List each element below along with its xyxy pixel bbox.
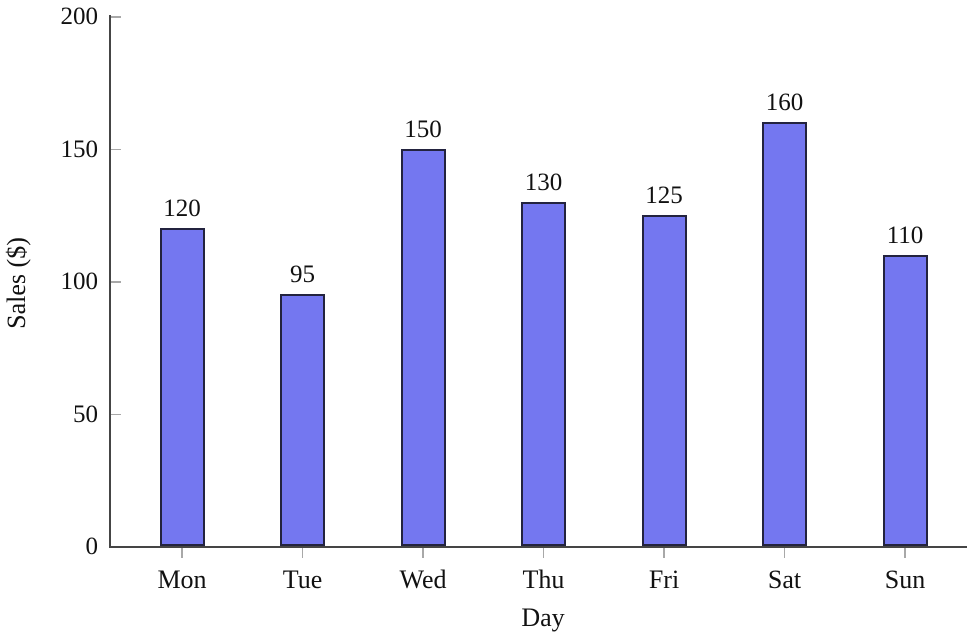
bar-fri: [641, 214, 687, 546]
x-tick-label: Fri: [648, 565, 680, 594]
x-tick-mark: [904, 548, 906, 558]
y-tick-label: 200: [60, 3, 99, 30]
x-tick-label: Thu: [522, 565, 565, 594]
x-tick-mark: [301, 548, 304, 558]
y-tick-label: 100: [60, 268, 99, 295]
bar-mon: [159, 228, 205, 546]
bar-value-label: 125: [645, 181, 683, 209]
bar-thu: [521, 201, 566, 546]
bar-value-label: 150: [404, 115, 442, 143]
x-tick-label: Wed: [399, 565, 447, 594]
bar-value-label: 130: [524, 168, 563, 196]
bar-value-label: 160: [765, 89, 804, 116]
x-tick-mark: [181, 548, 183, 558]
y-tick-mark: [111, 148, 121, 151]
x-tick-mark: [783, 548, 786, 558]
y-tick-mark: [111, 16, 121, 18]
bar-value-label: 120: [163, 195, 201, 222]
x-tick-label: Tue: [282, 565, 323, 594]
y-tick-label: 0: [85, 533, 99, 560]
x-tick-mark: [663, 548, 665, 558]
x-tick-label: Mon: [157, 565, 207, 594]
bar-value-label: 110: [886, 221, 924, 249]
x-axis-line: [109, 546, 967, 548]
bar-wed: [400, 148, 446, 546]
x-axis-title: Day: [521, 603, 565, 632]
y-tick-label: 150: [60, 135, 99, 163]
y-tick-mark: [111, 413, 121, 416]
y-tick-mark: [111, 281, 121, 283]
y-tick-label: 50: [73, 400, 98, 428]
bar-tue: [280, 294, 325, 546]
x-tick-mark: [422, 548, 424, 558]
x-tick-label: Sun: [884, 565, 926, 594]
bar-sat: [762, 122, 807, 546]
x-tick-mark: [542, 548, 545, 558]
y-axis-line: [109, 15, 111, 548]
x-tick-label: Sat: [767, 565, 802, 594]
bar-value-label: 95: [290, 261, 315, 289]
bar-sun: [882, 254, 928, 546]
